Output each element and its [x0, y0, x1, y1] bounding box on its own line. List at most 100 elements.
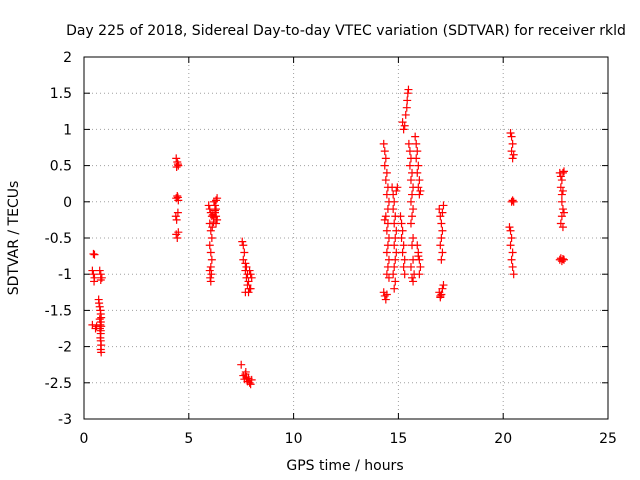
data-point [212, 205, 221, 214]
data-point [206, 277, 215, 286]
data-point [397, 234, 406, 242]
data-point [90, 277, 99, 286]
data-point [412, 154, 421, 163]
data-point [397, 219, 406, 228]
y-axis-label: SDTVAR / TECUs [6, 181, 22, 296]
data-point [509, 270, 518, 279]
data-point [247, 273, 256, 282]
x-axis-label: GPS time / hours [286, 458, 403, 474]
data-point [558, 223, 567, 232]
data-point [389, 270, 398, 279]
data-point [558, 186, 567, 195]
data-point [380, 161, 389, 170]
data-point [559, 255, 568, 264]
data-point [391, 277, 400, 286]
data-point [398, 248, 407, 257]
data-point [414, 161, 423, 170]
data-point [399, 241, 408, 250]
data-point [415, 255, 424, 264]
data-point [436, 241, 445, 250]
data-point [237, 360, 246, 369]
data-point [557, 197, 566, 206]
data-point [405, 161, 414, 170]
data-point [439, 201, 448, 210]
data-point [506, 241, 515, 250]
y-tick-label: -1.5 [45, 303, 72, 319]
data-point [206, 226, 215, 235]
data-point [173, 157, 182, 166]
data-point [558, 168, 567, 177]
data-point [208, 210, 217, 219]
data-point [95, 299, 104, 308]
data-point [380, 291, 389, 300]
data-point [401, 110, 410, 119]
data-point [382, 290, 391, 299]
data-point [206, 248, 215, 257]
data-point [381, 212, 390, 221]
data-point [246, 380, 255, 389]
data-point [411, 132, 420, 141]
data-point [392, 186, 401, 195]
data-point [414, 252, 423, 261]
y-tick-label: -3 [58, 412, 72, 428]
data-point [413, 147, 422, 156]
data-point [509, 150, 518, 159]
y-tick-label: 1 [63, 122, 72, 138]
data-point [381, 295, 390, 304]
data-point [436, 293, 445, 302]
data-point [239, 255, 248, 264]
data-point [173, 160, 182, 169]
data-point [172, 154, 181, 163]
data-point [437, 219, 446, 228]
data-point [409, 205, 418, 214]
data-point [506, 226, 515, 235]
data-point [408, 190, 417, 199]
data-point [416, 262, 425, 271]
data-point [89, 249, 98, 258]
data-point [379, 139, 388, 148]
grid [84, 57, 608, 419]
data-point [212, 196, 221, 205]
data-point [206, 273, 215, 282]
data-point [205, 241, 214, 250]
y-tick-label: 0 [63, 195, 72, 211]
data-point [416, 186, 425, 195]
data-point [559, 208, 568, 217]
x-tick-label: 25 [599, 431, 617, 447]
data-point [384, 273, 393, 282]
data-point [207, 270, 216, 279]
x-tick-label: 5 [184, 431, 193, 447]
data-point [173, 193, 182, 202]
data-point [97, 273, 106, 282]
data-point [208, 223, 217, 232]
data-point [406, 176, 415, 185]
data-point [507, 147, 516, 156]
data-point [205, 266, 214, 275]
data-point [436, 212, 445, 221]
data-point [508, 262, 517, 271]
x-tick-label: 0 [80, 431, 89, 447]
data-point [391, 255, 400, 264]
y-tick-label: 1.5 [50, 86, 72, 102]
data-point [556, 219, 565, 228]
data-point [409, 234, 418, 242]
data-point [382, 248, 391, 257]
data-point [406, 262, 415, 271]
data-point [89, 270, 98, 279]
data-point [173, 208, 182, 217]
data-point [406, 197, 415, 206]
data-point [415, 190, 424, 199]
data-point [209, 218, 218, 227]
data-point [207, 255, 216, 264]
data-point [174, 228, 183, 237]
x-tick-label: 20 [494, 431, 512, 447]
data-point [402, 103, 411, 112]
data-point [408, 273, 417, 282]
data-point [240, 248, 249, 257]
data-point [508, 154, 517, 163]
y-tick-label: -2 [58, 340, 72, 356]
data-point [382, 168, 391, 177]
data-point [389, 205, 398, 214]
data-point [173, 234, 182, 242]
